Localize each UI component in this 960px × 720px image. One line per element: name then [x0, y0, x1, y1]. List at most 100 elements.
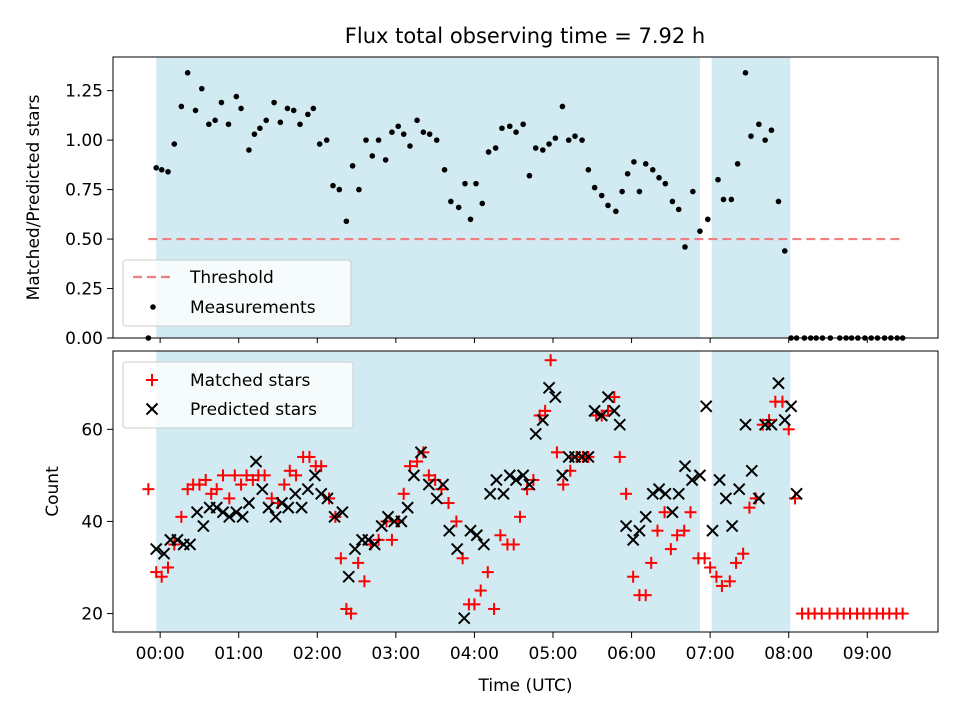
measurement-point: [369, 153, 376, 159]
matched-star-point: [193, 478, 206, 491]
measurement-point: [271, 99, 277, 106]
predicted-star-point: [477, 538, 491, 551]
predicted-star-point: [745, 464, 758, 477]
marker-stroke: [490, 473, 503, 487]
matched-star-point: [217, 469, 229, 482]
measurement-point: [532, 145, 539, 151]
predicted-star-point: [733, 482, 746, 496]
measurement-point: [455, 204, 462, 211]
marker-stroke: [269, 510, 282, 524]
marker-stroke: [430, 492, 443, 505]
matched-star-point: [608, 391, 621, 404]
top-legend-box: [122, 259, 352, 327]
marker-stroke: [556, 469, 569, 482]
matched-star-point: [645, 556, 658, 569]
matched-star-point: [544, 354, 557, 367]
predicted-star-point: [289, 487, 302, 501]
marker-stroke: [672, 487, 685, 501]
matched-star-point: [175, 510, 188, 523]
matched-star-point: [385, 533, 398, 546]
predicted-star-point: [556, 469, 569, 482]
matched-star-point: [417, 446, 430, 459]
measurement-point: [539, 147, 546, 153]
predicted-star-point: [608, 404, 621, 418]
measurement-point: [720, 196, 727, 203]
matched-star-point: [639, 589, 652, 602]
predicted-star-point: [262, 501, 275, 514]
bottom-legend-box: [122, 361, 354, 429]
matched-star-point: [345, 607, 358, 620]
predicted-star-point: [678, 459, 692, 473]
matched-star-point: [715, 579, 728, 592]
predicted-star-point: [395, 515, 408, 528]
matched-star-point: [283, 464, 296, 477]
top-y-axis-label: Matched/Predicted stars: [24, 94, 44, 300]
matched-star-point: [743, 501, 756, 514]
legend-marker: [146, 374, 158, 386]
marker-stroke: [289, 487, 302, 501]
measurement-point: [246, 147, 252, 153]
bottom-plot-frame: [112, 350, 939, 633]
predicted-star-point: [295, 501, 308, 514]
matched-star-point: [550, 446, 563, 459]
marker-stroke: [626, 533, 640, 547]
predicted-star-point: [772, 377, 785, 390]
marker-stroke: [443, 524, 456, 537]
measurement-point: [479, 200, 486, 207]
measurement-point: [212, 117, 218, 124]
predicted-star-point: [659, 487, 672, 501]
marker-stroke: [342, 570, 355, 583]
predicted-stars-series: [150, 377, 803, 625]
predicted-star-point: [685, 473, 699, 487]
marker-stroke: [765, 418, 778, 431]
marker-stroke: [733, 482, 746, 496]
x-axis-label: Time (UTC): [478, 676, 573, 696]
measurement-point: [192, 107, 199, 114]
measurement-point: [389, 129, 395, 135]
matched-star-point: [162, 561, 174, 574]
predicted-star-point: [752, 492, 766, 505]
matched-star-point: [613, 450, 626, 463]
measurement-point: [546, 141, 552, 147]
matched-star-point: [627, 570, 640, 583]
marker-stroke: [784, 400, 798, 413]
predicted-star-point: [315, 487, 328, 501]
predicted-star-point: [414, 446, 428, 459]
y-tick-label: 60: [81, 420, 103, 440]
legend-matched-label: Matched stars: [190, 371, 310, 391]
measurement-point: [499, 125, 505, 132]
measurement-point: [316, 141, 323, 147]
marker-stroke: [601, 390, 615, 404]
predicted-star-point: [242, 496, 256, 510]
matched-star-point: [488, 602, 501, 615]
marker-stroke: [375, 519, 388, 533]
matched-star-point: [481, 566, 494, 579]
marker-stroke: [633, 524, 646, 537]
predicted-star-point: [595, 409, 608, 422]
measurement-point: [153, 165, 160, 171]
chart-title: Flux total observing time = 7.92 h: [345, 24, 705, 48]
marker-stroke: [236, 510, 249, 524]
predicted-star-point: [450, 542, 464, 556]
measurement-point: [238, 105, 244, 112]
matched-star-point: [474, 584, 487, 597]
marker-stroke: [713, 473, 726, 487]
measurement-point: [662, 180, 669, 187]
measurement-point: [585, 166, 592, 173]
x-tick-label: 03:00: [371, 644, 420, 664]
matched-star-point: [664, 543, 677, 556]
marker-stroke: [536, 413, 549, 427]
measurement-point: [682, 244, 688, 250]
measurement-point: [762, 137, 768, 143]
matched-star-point: [557, 478, 570, 491]
measurement-point: [323, 137, 330, 143]
marker-stroke: [752, 492, 766, 505]
predicted-star-point: [725, 519, 739, 533]
predicted-star-point: [348, 542, 362, 556]
predicted-star-point: [790, 487, 803, 501]
matched-star-point: [235, 478, 248, 491]
measurement-point: [728, 196, 735, 203]
predicted-star-point: [700, 400, 713, 413]
marker-stroke: [249, 455, 263, 468]
